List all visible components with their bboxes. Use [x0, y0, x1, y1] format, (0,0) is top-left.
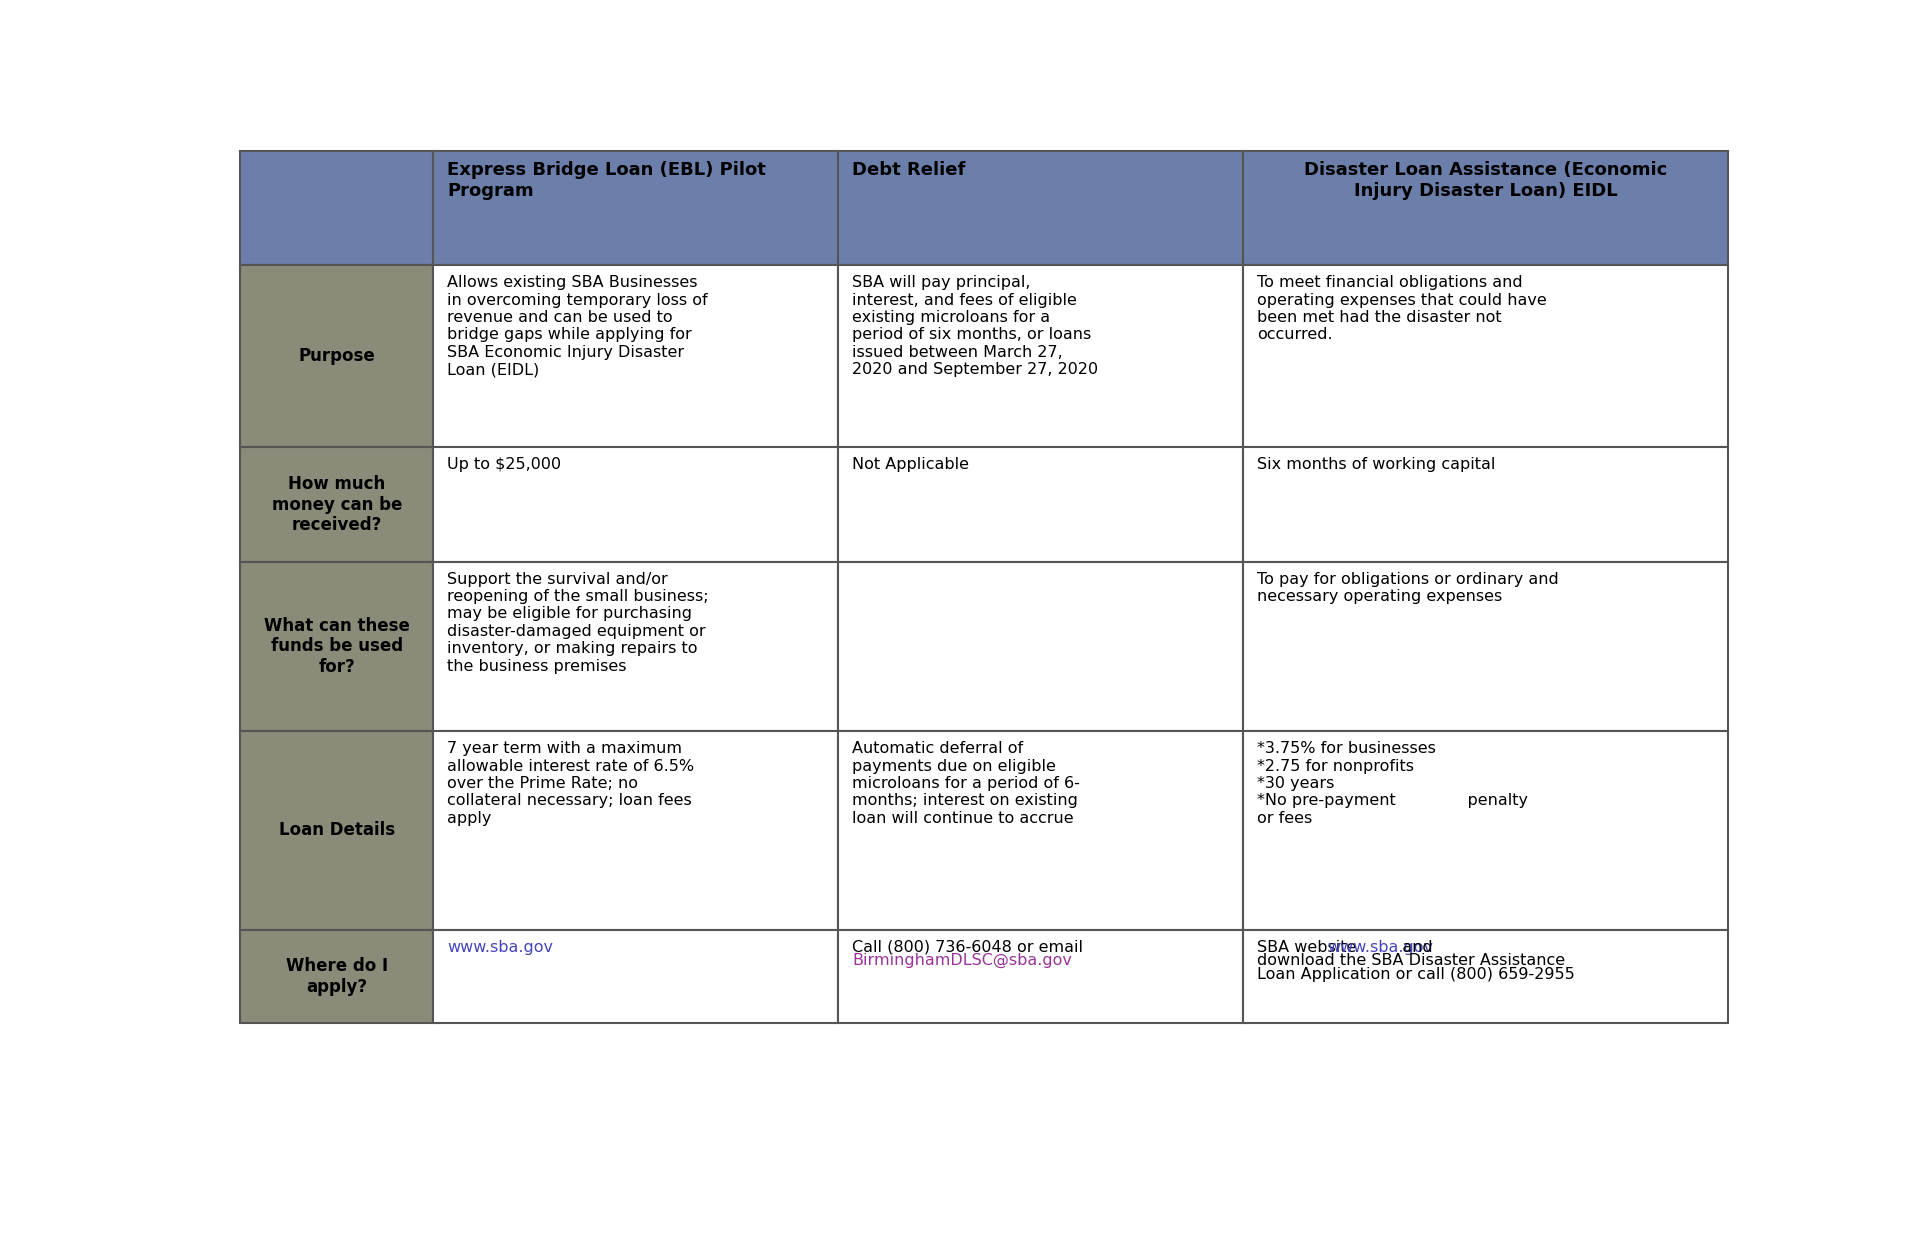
Text: SBA website: SBA website	[1258, 940, 1361, 955]
Bar	[1242, 151, 1728, 265]
Text: Loan Details: Loan Details	[278, 821, 396, 839]
Text: Debt Relief: Debt Relief	[852, 161, 966, 179]
Text: Express Bridge Loan (EBL) Pilot
Program: Express Bridge Loan (EBL) Pilot Program	[447, 161, 766, 200]
Text: BirminghamDLSC@sba.gov: BirminghamDLSC@sba.gov	[852, 954, 1071, 969]
Bar	[240, 265, 434, 448]
Bar	[1242, 930, 1728, 1023]
Bar	[839, 930, 1242, 1023]
Bar	[434, 448, 839, 561]
Bar	[434, 265, 839, 448]
Text: www.sba.gov: www.sba.gov	[447, 940, 553, 955]
Bar	[240, 151, 434, 265]
Bar	[839, 448, 1242, 561]
Text: Allows existing SBA Businesses
in overcoming temporary loss of
revenue and can b: Allows existing SBA Businesses in overco…	[447, 276, 708, 377]
Bar	[434, 561, 839, 731]
Text: Six months of working capital: Six months of working capital	[1258, 458, 1496, 473]
Text: Purpose: Purpose	[298, 347, 374, 365]
Text: Automatic deferral of
payments due on eligible
microloans for a period of 6-
mon: Automatic deferral of payments due on el…	[852, 741, 1081, 825]
Text: Not Applicable: Not Applicable	[852, 458, 970, 473]
Text: download the SBA Disaster Assistance: download the SBA Disaster Assistance	[1258, 954, 1565, 969]
Bar	[240, 930, 434, 1023]
Bar	[1242, 265, 1728, 448]
Bar	[1242, 731, 1728, 930]
Text: and: and	[1392, 940, 1432, 955]
Bar	[839, 265, 1242, 448]
Bar	[434, 151, 839, 265]
Bar	[434, 930, 839, 1023]
Bar	[240, 448, 434, 561]
Text: *3.75% for businesses
*2.75 for nonprofits
*30 years
*No pre-payment            : *3.75% for businesses *2.75 for nonprofi…	[1258, 741, 1528, 825]
Text: What can these
funds be used
for?: What can these funds be used for?	[263, 616, 409, 677]
Text: Disaster Loan Assistance (Economic
Injury Disaster Loan) EIDL: Disaster Loan Assistance (Economic Injur…	[1304, 161, 1667, 200]
Text: www.sba.gov: www.sba.gov	[1327, 940, 1434, 955]
Text: 7 year term with a maximum
allowable interest rate of 6.5%
over the Prime Rate; : 7 year term with a maximum allowable int…	[447, 741, 695, 825]
Text: To pay for obligations or ordinary and
necessary operating expenses: To pay for obligations or ordinary and n…	[1258, 571, 1559, 604]
Bar	[1242, 561, 1728, 731]
Bar	[839, 151, 1242, 265]
Bar	[240, 731, 434, 930]
Text: SBA will pay principal,
interest, and fees of eligible
existing microloans for a: SBA will pay principal, interest, and fe…	[852, 276, 1098, 377]
Text: Up to $25,000: Up to $25,000	[447, 458, 561, 473]
Text: To meet financial obligations and
operating expenses that could have
been met ha: To meet financial obligations and operat…	[1258, 276, 1548, 342]
Text: Call (800) 736-6048 or email: Call (800) 736-6048 or email	[852, 940, 1083, 955]
Bar	[434, 731, 839, 930]
Bar	[1242, 448, 1728, 561]
Bar	[839, 561, 1242, 731]
Bar	[240, 561, 434, 731]
Text: How much
money can be
received?: How much money can be received?	[271, 474, 401, 535]
Bar	[839, 731, 1242, 930]
Text: Where do I
apply?: Where do I apply?	[286, 957, 388, 995]
Text: Support the survival and/or
reopening of the small business;
may be eligible for: Support the survival and/or reopening of…	[447, 571, 708, 674]
Text: Loan Application or call (800) 659-2955: Loan Application or call (800) 659-2955	[1258, 966, 1574, 981]
